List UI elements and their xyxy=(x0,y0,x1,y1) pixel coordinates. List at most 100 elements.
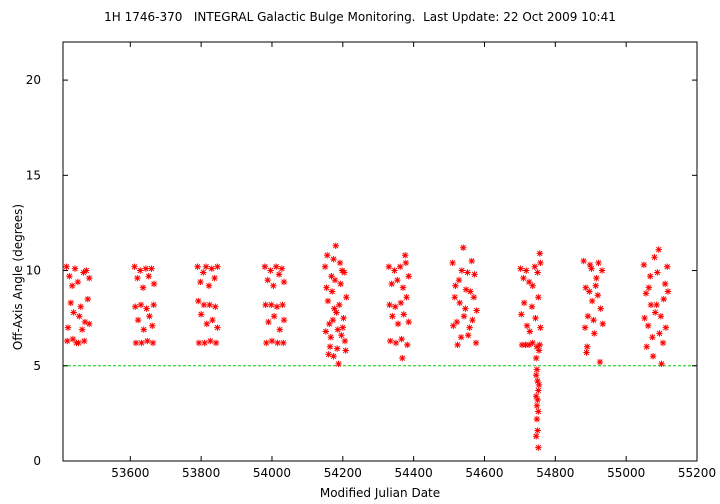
data-point xyxy=(535,294,542,301)
data-point xyxy=(532,433,540,440)
data-point xyxy=(532,393,540,400)
data-point xyxy=(325,351,332,358)
data-point xyxy=(194,263,201,270)
data-point xyxy=(280,316,288,324)
data-point xyxy=(458,267,466,274)
data-point xyxy=(533,343,541,350)
data-point xyxy=(595,259,602,267)
data-point xyxy=(81,318,89,326)
data-point xyxy=(537,259,544,267)
data-points xyxy=(63,242,672,451)
data-point xyxy=(586,261,594,269)
data-point xyxy=(321,263,329,270)
data-point xyxy=(394,320,402,328)
data-point xyxy=(263,339,270,347)
data-point xyxy=(528,303,536,310)
data-point xyxy=(140,326,147,333)
data-point xyxy=(532,372,540,379)
data-point xyxy=(268,301,275,309)
data-point xyxy=(149,339,157,347)
data-point xyxy=(280,339,287,347)
data-point xyxy=(537,324,544,331)
data-point xyxy=(462,286,470,293)
data-point xyxy=(449,259,456,267)
data-point xyxy=(532,314,539,322)
data-point xyxy=(338,332,345,339)
data-point xyxy=(144,337,151,345)
data-point xyxy=(333,345,341,352)
data-point xyxy=(533,415,541,423)
data-point xyxy=(535,444,542,451)
data-point xyxy=(655,246,662,253)
data-point xyxy=(399,284,407,291)
data-point xyxy=(653,301,660,309)
y-tick-label: 5 xyxy=(33,359,41,373)
data-point xyxy=(397,299,405,307)
data-point xyxy=(132,303,139,310)
data-point xyxy=(640,261,648,269)
data-point xyxy=(64,337,71,345)
data-point xyxy=(392,339,400,347)
data-point xyxy=(273,303,281,310)
data-point xyxy=(532,354,540,362)
data-point xyxy=(324,252,331,259)
data-point xyxy=(462,305,469,312)
data-point xyxy=(656,330,663,337)
data-point xyxy=(214,263,221,270)
data-point xyxy=(326,343,334,350)
data-point xyxy=(642,290,650,297)
data-point xyxy=(529,282,536,289)
data-point xyxy=(460,244,467,251)
data-point xyxy=(74,278,82,286)
data-point xyxy=(273,263,280,270)
data-point xyxy=(206,301,213,309)
y-axis-label: Off-Axis Angle (degrees) xyxy=(11,203,25,351)
data-point xyxy=(652,309,659,316)
data-point xyxy=(327,334,334,341)
x-tick-label: 53800 xyxy=(182,466,220,480)
data-point xyxy=(268,337,276,345)
data-point xyxy=(329,316,337,324)
data-point xyxy=(662,324,670,331)
data-point xyxy=(328,273,335,280)
data-point xyxy=(518,341,526,349)
data-point xyxy=(584,343,591,350)
data-point xyxy=(142,265,150,272)
data-point xyxy=(137,301,145,309)
data-point xyxy=(388,280,395,288)
data-point xyxy=(586,288,593,295)
data-point xyxy=(200,301,208,309)
data-point xyxy=(404,341,411,349)
data-point xyxy=(264,276,271,284)
data-point xyxy=(522,341,529,349)
data-point xyxy=(526,328,534,335)
data-point xyxy=(278,265,286,272)
data-point xyxy=(450,322,457,329)
data-point xyxy=(591,330,598,337)
data-point xyxy=(401,252,409,259)
data-point xyxy=(75,339,82,347)
data-point xyxy=(389,313,396,320)
data-point xyxy=(468,257,475,265)
data-point xyxy=(534,269,541,276)
data-point xyxy=(661,280,669,288)
data-point xyxy=(523,322,531,329)
data-point xyxy=(339,324,347,331)
data-point xyxy=(647,273,654,280)
y-tick-label: 15 xyxy=(26,168,41,182)
data-point xyxy=(534,377,541,385)
data-point xyxy=(86,274,93,282)
data-point xyxy=(148,265,155,272)
data-point xyxy=(453,318,461,326)
data-point xyxy=(335,360,342,368)
data-point xyxy=(205,282,213,289)
data-point xyxy=(596,358,604,366)
data-point xyxy=(326,320,333,328)
data-point xyxy=(536,341,543,349)
y-tick-label: 0 xyxy=(33,454,41,468)
data-point xyxy=(322,328,330,335)
plot-frame xyxy=(62,41,698,462)
y-tick-label: 10 xyxy=(26,264,41,278)
data-point xyxy=(464,332,472,339)
